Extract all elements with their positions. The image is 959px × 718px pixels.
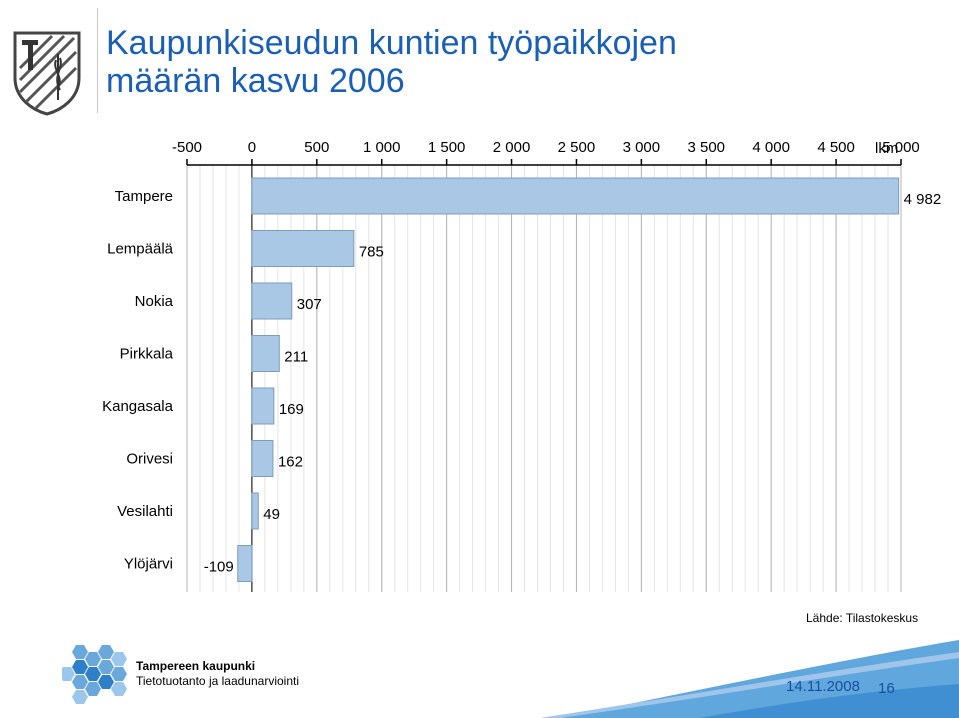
category-label: Nokia [135, 293, 174, 310]
x-tick-label: 3 500 [687, 139, 725, 156]
bar-value-label: 211 [284, 349, 308, 366]
bar-value-label: 162 [278, 454, 303, 471]
x-tick-label: 1 000 [363, 139, 401, 156]
bar [251, 230, 355, 267]
bar-value-label: 169 [279, 401, 304, 418]
category-label: Ylöjärvi [124, 556, 173, 573]
bar [237, 545, 253, 582]
x-tick-label: 2 500 [558, 139, 596, 156]
footer-department: Tietotuotanto ja laadunarviointi [136, 674, 299, 688]
coat-of-arms-icon [13, 31, 81, 116]
x-tick-label: 5 000 [882, 139, 920, 156]
title-line-2: määrän kasvu 2006 [106, 62, 405, 100]
title-divider-line [97, 8, 98, 113]
category-label: Pirkkala [120, 346, 174, 363]
category-label: Tampere [115, 188, 173, 205]
category-label: Vesilahti [117, 503, 173, 520]
x-tick-label: 4 000 [752, 139, 790, 156]
bar-value-label: 49 [263, 506, 280, 523]
bar [251, 387, 275, 425]
tampere-logo-icon [62, 645, 127, 704]
category-label: Orivesi [126, 451, 173, 468]
x-tick-label: 0 [248, 139, 256, 156]
bar-value-label: 785 [359, 244, 384, 261]
bar [251, 177, 900, 215]
bar [251, 282, 293, 320]
x-tick-label: 500 [304, 139, 329, 156]
bar-value-label: 307 [297, 296, 322, 313]
bar-value-label: -109 [204, 559, 234, 576]
page-number: 16 [878, 680, 895, 697]
source-note: Lähde: Tilastokeskus [806, 611, 919, 625]
x-tick-label: 4 500 [817, 139, 855, 156]
bar [251, 440, 274, 477]
bar-value-label: 4 982 [904, 191, 942, 208]
bar [251, 335, 280, 372]
category-label: Kangasala [102, 398, 174, 415]
x-axis-unit-label: lkm [875, 140, 898, 157]
footer-organization: Tampereen kaupunki [136, 659, 256, 673]
category-label: Lempäälä [107, 241, 174, 258]
page-title: Kaupunkiseudun kuntien työpaikkojen määr… [106, 24, 866, 100]
x-tick-label: 2 000 [493, 139, 531, 156]
x-tick-label: -500 [172, 139, 202, 156]
title-line-1: Kaupunkiseudun kuntien työpaikkojen [106, 24, 677, 62]
bar [251, 492, 259, 530]
x-tick-label: 1 500 [428, 139, 466, 156]
x-tick-label: 3 000 [623, 139, 661, 156]
footer-date: 14.11.2008 [786, 678, 860, 695]
